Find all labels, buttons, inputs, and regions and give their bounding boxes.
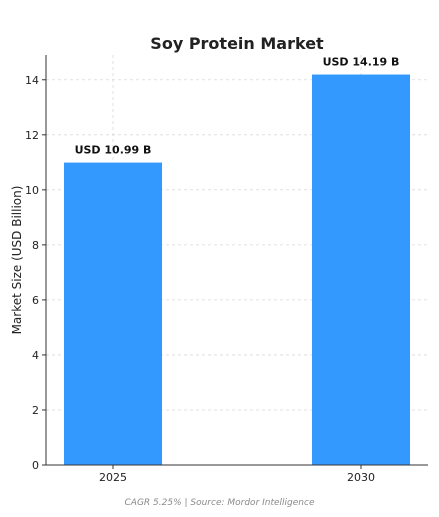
bar-2025 [64,162,162,465]
bar-2030 [312,74,410,465]
ticks: 0 2 4 6 8 10 12 14 2025 2030 [25,74,375,484]
y-tick-label: 4 [32,349,39,362]
y-tick-label: 12 [25,129,39,142]
x-tick-label-2030: 2030 [347,471,375,484]
y-tick-label: 0 [32,459,39,472]
y-tick-label: 2 [32,404,39,417]
y-tick-label: 14 [25,74,39,87]
y-axis-label: Market Size (USD Billion) [10,186,24,335]
x-tick-label-2025: 2025 [99,471,127,484]
y-tick-label: 8 [32,239,39,252]
data-label-2025: USD 10.99 B [75,144,152,157]
chart-title: Soy Protein Market [150,34,324,53]
axes [45,55,428,466]
data-label-2030: USD 14.19 B [323,56,400,69]
source-footer: CAGR 5.25% | Source: Mordor Intelligence [124,498,315,508]
y-tick-label: 10 [25,184,39,197]
bars [64,74,410,465]
y-tick-label: 6 [32,294,39,307]
data-labels: USD 10.99 B USD 14.19 B [75,56,400,157]
